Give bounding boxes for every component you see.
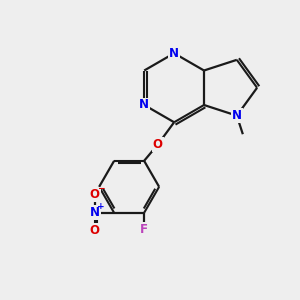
Text: +: + <box>98 202 105 211</box>
Text: O: O <box>90 224 100 237</box>
Text: N: N <box>139 98 149 112</box>
Text: N: N <box>232 109 242 122</box>
Text: F: F <box>140 223 148 236</box>
Text: N: N <box>169 47 179 60</box>
Text: O: O <box>90 188 100 201</box>
Text: O: O <box>153 138 163 151</box>
Text: N: N <box>90 206 100 219</box>
Text: −: − <box>98 184 105 193</box>
